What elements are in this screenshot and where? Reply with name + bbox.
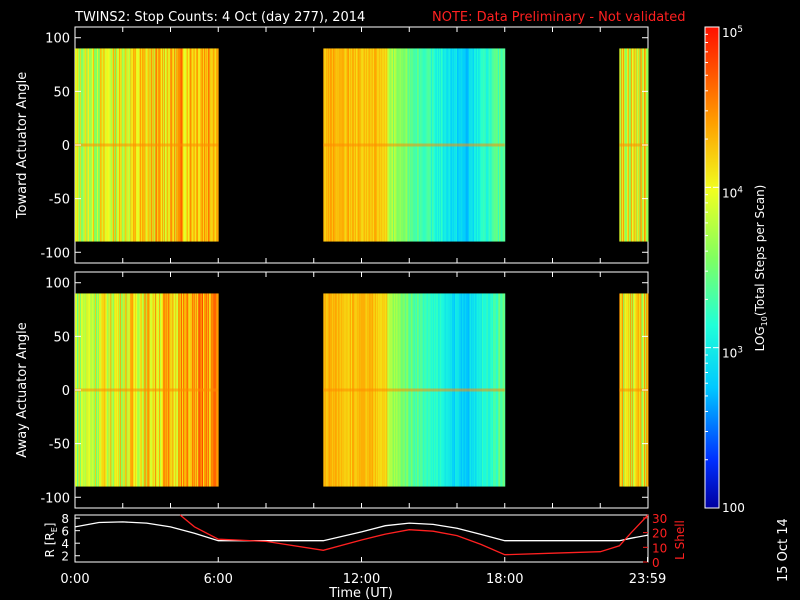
y-tick-label: -50: [49, 193, 70, 208]
x-tick-label: 18:00: [486, 572, 523, 587]
colorbar: 105 104 103 100 LOG10(Total Steps per Scan): [704, 25, 769, 515]
orbit-left-ylabel: R [RE]: [43, 523, 59, 558]
x-tick-label: 6:00: [204, 572, 233, 587]
x-tick-label: 0:00: [60, 572, 89, 587]
zero-angle-band: [323, 388, 505, 392]
right-tick-label: 0: [652, 556, 660, 570]
left-tick-label: 8: [61, 512, 69, 526]
x-tick-label: 23:59: [629, 572, 666, 587]
colorbar-tick-label: 105: [722, 25, 743, 40]
y-tick-label: 0: [62, 139, 70, 154]
r-series-line: [74, 521, 649, 542]
zero-angle-band: [75, 388, 219, 392]
zero-angle-band: [619, 143, 648, 147]
zero-angle-band: [75, 143, 219, 147]
away-panel: 100 50 0 -50 -100 Away Actuator Angle: [15, 271, 649, 509]
y-tick-label: 50: [53, 85, 70, 100]
zero-angle-band: [323, 143, 505, 147]
colorbar-tick-label: 103: [722, 346, 743, 361]
left-tick-label: 4: [61, 537, 69, 551]
colorbar-tick-label: 100: [722, 501, 745, 515]
y-tick-label: 100: [45, 277, 70, 292]
orbit-right-ylabel: L Shell: [673, 520, 687, 560]
y-tick-label: -50: [49, 438, 70, 453]
toward-ylabel: Toward Actuator Angle: [15, 72, 30, 219]
toward-panel: 100 50 0 -50 -100 Toward Actuator Angle: [15, 26, 649, 264]
orbit-panel-frame: [74, 514, 649, 563]
footer-date: 15 Oct 14: [776, 518, 791, 582]
preliminary-note: NOTE: Data Preliminary - Not validated: [432, 10, 686, 25]
lshell-series-line: [179, 514, 649, 556]
chart-title: TWINS2: Stop Counts: 4 Oct (day 277), 20…: [74, 10, 365, 25]
zero-angle-band: [619, 388, 648, 392]
y-tick-label: -100: [40, 246, 70, 261]
toward-heatmap: [75, 48, 649, 242]
y-tick-label: 50: [53, 330, 70, 345]
away-heatmap: [75, 293, 649, 487]
away-ylabel: Away Actuator Angle: [15, 322, 30, 457]
colorbar-tick-label: 104: [722, 185, 743, 200]
x-tick-label: 12:00: [343, 572, 380, 587]
left-tick-label: 2: [61, 550, 69, 564]
right-tick-label: 10: [652, 541, 667, 555]
colorbar-gradient: [704, 26, 720, 509]
colorbar-label: LOG10(Total Steps per Scan): [753, 185, 769, 352]
left-tick-label: 6: [61, 525, 69, 539]
right-tick-label: 30: [652, 512, 667, 526]
y-tick-label: -100: [40, 491, 70, 506]
right-tick-label: 20: [652, 527, 667, 541]
time-axis-label: Time (UT): [328, 586, 393, 600]
y-tick-label: 100: [45, 32, 70, 47]
y-tick-label: 0: [62, 384, 70, 399]
